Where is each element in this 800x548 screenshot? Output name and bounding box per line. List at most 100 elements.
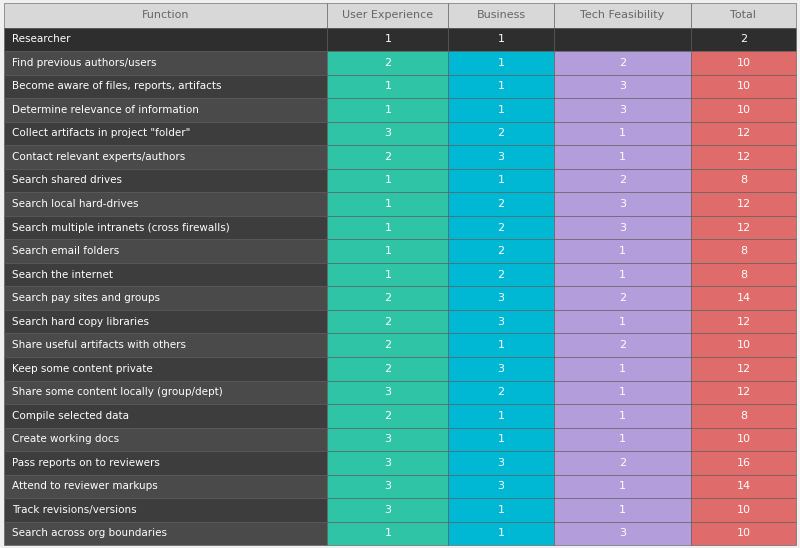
Text: 1: 1 <box>618 435 626 444</box>
Text: Search local hard-drives: Search local hard-drives <box>12 199 138 209</box>
Bar <box>449 380 554 404</box>
Bar <box>4 27 327 51</box>
Bar <box>449 98 554 122</box>
Text: 12: 12 <box>737 387 750 397</box>
Bar <box>449 169 554 192</box>
Bar <box>327 310 449 333</box>
Bar <box>327 451 449 475</box>
Bar <box>691 192 796 216</box>
Text: 12: 12 <box>737 222 750 232</box>
Text: Keep some content private: Keep some content private <box>12 364 153 374</box>
Text: Total: Total <box>730 10 757 20</box>
Text: 1: 1 <box>498 35 505 44</box>
Bar <box>4 145 327 169</box>
Text: 2: 2 <box>498 270 505 279</box>
Text: 1: 1 <box>498 528 505 539</box>
Text: 3: 3 <box>498 152 505 162</box>
Text: 2: 2 <box>384 58 391 68</box>
Bar <box>691 75 796 98</box>
Text: 14: 14 <box>737 293 750 303</box>
Text: 3: 3 <box>618 222 626 232</box>
Text: 3: 3 <box>384 387 391 397</box>
Text: 1: 1 <box>618 317 626 327</box>
Bar <box>327 3 449 27</box>
Bar <box>449 216 554 239</box>
Text: 1: 1 <box>498 505 505 515</box>
Text: 3: 3 <box>618 199 626 209</box>
Bar <box>327 51 449 75</box>
Bar <box>449 192 554 216</box>
Bar <box>554 169 691 192</box>
Bar <box>554 333 691 357</box>
Bar <box>554 475 691 498</box>
Bar <box>327 357 449 380</box>
Bar <box>4 333 327 357</box>
Text: Attend to reviewer markups: Attend to reviewer markups <box>12 482 158 492</box>
Bar <box>327 27 449 51</box>
Text: Become aware of files, reports, artifacts: Become aware of files, reports, artifact… <box>12 81 222 92</box>
Text: Function: Function <box>142 10 190 20</box>
Bar <box>691 522 796 545</box>
Bar <box>554 287 691 310</box>
Bar <box>4 287 327 310</box>
Text: Business: Business <box>477 10 526 20</box>
Bar <box>4 3 327 27</box>
Text: 1: 1 <box>498 105 505 115</box>
Text: 14: 14 <box>737 482 750 492</box>
Text: 12: 12 <box>737 199 750 209</box>
Text: Search multiple intranets (cross firewalls): Search multiple intranets (cross firewal… <box>12 222 230 232</box>
Text: 2: 2 <box>618 340 626 350</box>
Bar <box>554 522 691 545</box>
Bar <box>691 451 796 475</box>
Bar <box>449 263 554 287</box>
Text: 1: 1 <box>498 411 505 421</box>
Bar <box>327 333 449 357</box>
Text: 3: 3 <box>384 128 391 139</box>
Bar <box>554 427 691 451</box>
Text: 1: 1 <box>384 528 391 539</box>
Bar <box>554 98 691 122</box>
Text: 1: 1 <box>384 246 391 256</box>
Text: 2: 2 <box>384 152 391 162</box>
Text: 3: 3 <box>618 105 626 115</box>
Bar <box>554 263 691 287</box>
Bar <box>449 239 554 263</box>
Bar <box>327 239 449 263</box>
Text: 10: 10 <box>737 505 750 515</box>
Bar <box>4 427 327 451</box>
Bar <box>691 404 796 427</box>
Text: 3: 3 <box>498 293 505 303</box>
Bar <box>449 287 554 310</box>
Bar <box>327 380 449 404</box>
Bar <box>554 380 691 404</box>
Bar <box>327 263 449 287</box>
Text: 1: 1 <box>498 81 505 92</box>
Bar <box>691 3 796 27</box>
Bar <box>449 310 554 333</box>
Text: 12: 12 <box>737 317 750 327</box>
Bar <box>691 310 796 333</box>
Text: Search email folders: Search email folders <box>12 246 119 256</box>
Text: 3: 3 <box>618 81 626 92</box>
Text: 3: 3 <box>384 435 391 444</box>
Bar <box>327 287 449 310</box>
Text: 8: 8 <box>740 270 747 279</box>
Text: 1: 1 <box>384 35 391 44</box>
Text: 1: 1 <box>618 387 626 397</box>
Text: 2: 2 <box>498 387 505 397</box>
Bar <box>554 216 691 239</box>
Text: 10: 10 <box>737 81 750 92</box>
Text: 1: 1 <box>384 81 391 92</box>
Bar <box>691 145 796 169</box>
Text: 1: 1 <box>618 152 626 162</box>
Bar <box>327 404 449 427</box>
Bar <box>4 75 327 98</box>
Bar <box>691 427 796 451</box>
Text: Determine relevance of information: Determine relevance of information <box>12 105 199 115</box>
Text: Create working docs: Create working docs <box>12 435 119 444</box>
Bar <box>449 3 554 27</box>
Text: 1: 1 <box>384 270 391 279</box>
Bar <box>4 522 327 545</box>
Text: 8: 8 <box>740 246 747 256</box>
Text: 2: 2 <box>384 364 391 374</box>
